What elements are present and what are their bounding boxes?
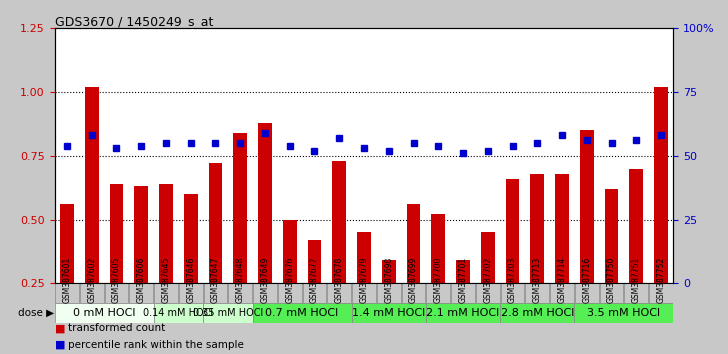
Text: GSM387702: GSM387702: [483, 256, 492, 303]
Text: GSM387649: GSM387649: [261, 256, 269, 303]
Text: GSM387648: GSM387648: [236, 256, 245, 303]
Text: GSM387677: GSM387677: [310, 256, 319, 303]
Bar: [135, 186, 148, 283]
Text: 1.4 mM HOCl: 1.4 mM HOCl: [352, 308, 425, 318]
Bar: [407, 204, 420, 283]
FancyBboxPatch shape: [426, 303, 500, 322]
Bar: [283, 219, 296, 283]
Text: 3.5 mM HOCl: 3.5 mM HOCl: [587, 308, 660, 318]
Bar: [258, 122, 272, 283]
Bar: [531, 173, 544, 283]
Text: GSM387646: GSM387646: [186, 256, 195, 303]
Bar: [184, 194, 197, 283]
Bar: [630, 169, 643, 283]
Bar: [481, 232, 494, 283]
Text: ■: ■: [55, 340, 65, 350]
Text: GSM387751: GSM387751: [632, 256, 641, 303]
FancyBboxPatch shape: [377, 283, 400, 303]
FancyBboxPatch shape: [229, 283, 252, 303]
FancyBboxPatch shape: [526, 283, 549, 303]
FancyBboxPatch shape: [55, 303, 154, 322]
Text: GSM387752: GSM387752: [657, 256, 665, 303]
FancyBboxPatch shape: [402, 283, 425, 303]
FancyBboxPatch shape: [179, 283, 202, 303]
Bar: [308, 240, 321, 283]
Text: GSM387699: GSM387699: [409, 256, 418, 303]
Text: 0.35 mM HOCl: 0.35 mM HOCl: [193, 308, 263, 318]
Text: GSM387606: GSM387606: [137, 256, 146, 303]
FancyBboxPatch shape: [500, 303, 574, 322]
FancyBboxPatch shape: [451, 283, 475, 303]
Text: GSM387645: GSM387645: [162, 256, 170, 303]
FancyBboxPatch shape: [278, 283, 301, 303]
Text: 2.1 mM HOCl: 2.1 mM HOCl: [427, 308, 499, 318]
FancyBboxPatch shape: [130, 283, 153, 303]
Bar: [654, 87, 668, 283]
Bar: [159, 184, 173, 283]
Text: 2.8 mM HOCl: 2.8 mM HOCl: [501, 308, 574, 318]
Bar: [234, 133, 247, 283]
Bar: [382, 260, 395, 283]
FancyBboxPatch shape: [204, 283, 227, 303]
FancyBboxPatch shape: [575, 283, 598, 303]
FancyBboxPatch shape: [550, 283, 574, 303]
Bar: [506, 179, 519, 283]
Text: GSM387676: GSM387676: [285, 256, 294, 303]
FancyBboxPatch shape: [303, 283, 326, 303]
Text: GSM387701: GSM387701: [459, 256, 467, 303]
FancyBboxPatch shape: [55, 283, 79, 303]
FancyBboxPatch shape: [105, 283, 128, 303]
FancyBboxPatch shape: [352, 283, 376, 303]
Text: GSM387700: GSM387700: [434, 256, 443, 303]
Text: GSM387679: GSM387679: [360, 256, 368, 303]
FancyBboxPatch shape: [253, 283, 277, 303]
Text: GSM387750: GSM387750: [607, 256, 616, 303]
Text: GSM387703: GSM387703: [508, 256, 517, 303]
Bar: [357, 232, 371, 283]
Bar: [432, 215, 445, 283]
FancyBboxPatch shape: [625, 283, 648, 303]
Text: 0.14 mM HOCl: 0.14 mM HOCl: [143, 308, 213, 318]
FancyBboxPatch shape: [649, 283, 673, 303]
Text: GSM387716: GSM387716: [582, 256, 591, 303]
Text: transformed count: transformed count: [68, 323, 165, 333]
Bar: [110, 184, 123, 283]
Text: GSM387605: GSM387605: [112, 256, 121, 303]
Text: GSM387602: GSM387602: [87, 256, 96, 303]
Bar: [333, 161, 346, 283]
Text: GSM387647: GSM387647: [211, 256, 220, 303]
FancyBboxPatch shape: [154, 303, 203, 322]
FancyBboxPatch shape: [600, 283, 623, 303]
Text: GSM387714: GSM387714: [558, 256, 566, 303]
FancyBboxPatch shape: [80, 283, 103, 303]
Text: GDS3670 / 1450249_s_at: GDS3670 / 1450249_s_at: [55, 15, 213, 28]
Text: ■: ■: [55, 323, 65, 333]
Bar: [605, 189, 618, 283]
Bar: [555, 173, 569, 283]
Bar: [85, 87, 98, 283]
FancyBboxPatch shape: [501, 283, 524, 303]
Text: GSM387698: GSM387698: [384, 256, 393, 303]
Text: GSM387678: GSM387678: [335, 256, 344, 303]
FancyBboxPatch shape: [476, 283, 499, 303]
Text: 0 mM HOCl: 0 mM HOCl: [73, 308, 135, 318]
FancyBboxPatch shape: [427, 283, 450, 303]
Text: GSM387601: GSM387601: [63, 256, 71, 303]
FancyBboxPatch shape: [352, 303, 426, 322]
Bar: [580, 130, 593, 283]
FancyBboxPatch shape: [328, 283, 351, 303]
Text: GSM387713: GSM387713: [533, 256, 542, 303]
Bar: [60, 204, 74, 283]
Text: dose ▶: dose ▶: [18, 308, 55, 318]
FancyBboxPatch shape: [203, 303, 253, 322]
Text: 0.7 mM HOCl: 0.7 mM HOCl: [266, 308, 339, 318]
Text: percentile rank within the sample: percentile rank within the sample: [68, 340, 244, 350]
Bar: [456, 260, 470, 283]
Bar: [209, 164, 222, 283]
FancyBboxPatch shape: [154, 283, 178, 303]
FancyBboxPatch shape: [574, 303, 673, 322]
FancyBboxPatch shape: [253, 303, 352, 322]
